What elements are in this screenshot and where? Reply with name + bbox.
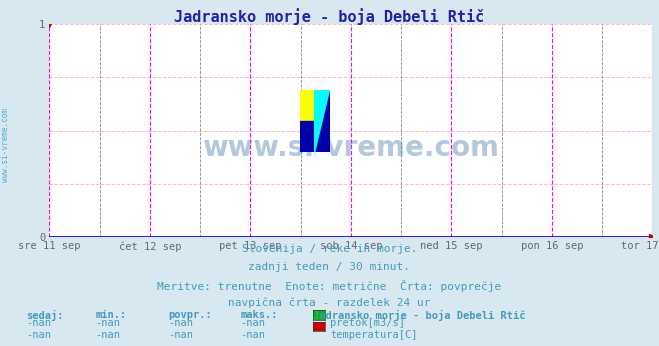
Text: maks.:: maks.: <box>241 310 278 320</box>
Text: -nan: -nan <box>26 330 51 340</box>
Text: www.si-vreme.com: www.si-vreme.com <box>1 108 10 182</box>
Text: povpr.:: povpr.: <box>168 310 212 320</box>
Bar <box>315 121 330 152</box>
Text: -nan: -nan <box>241 318 266 328</box>
Text: -nan: -nan <box>168 330 193 340</box>
Text: www.si-vreme.com: www.si-vreme.com <box>202 134 500 162</box>
Bar <box>300 90 315 121</box>
Text: -nan: -nan <box>168 318 193 328</box>
Bar <box>315 90 330 121</box>
Text: -nan: -nan <box>26 318 51 328</box>
Polygon shape <box>315 90 330 152</box>
Text: temperatura[C]: temperatura[C] <box>330 330 418 340</box>
Text: Jadransko morje - boja Debeli Rtič: Jadransko morje - boja Debeli Rtič <box>313 310 525 321</box>
Text: pretok[m3/s]: pretok[m3/s] <box>330 318 405 328</box>
Text: Jadransko morje - boja Debeli Rtič: Jadransko morje - boja Debeli Rtič <box>175 9 484 26</box>
Text: min.:: min.: <box>96 310 127 320</box>
Text: -nan: -nan <box>96 330 121 340</box>
Text: Meritve: trenutne  Enote: metrične  Črta: povprečje: Meritve: trenutne Enote: metrične Črta: … <box>158 280 501 292</box>
Text: -nan: -nan <box>96 318 121 328</box>
Text: sedaj:: sedaj: <box>26 310 64 321</box>
Text: navpična črta - razdelek 24 ur: navpična črta - razdelek 24 ur <box>228 298 431 308</box>
Text: -nan: -nan <box>241 330 266 340</box>
Text: zadnji teden / 30 minut.: zadnji teden / 30 minut. <box>248 262 411 272</box>
Bar <box>300 121 315 152</box>
Text: Slovenija / reke in morje.: Slovenija / reke in morje. <box>242 244 417 254</box>
Polygon shape <box>315 90 330 152</box>
